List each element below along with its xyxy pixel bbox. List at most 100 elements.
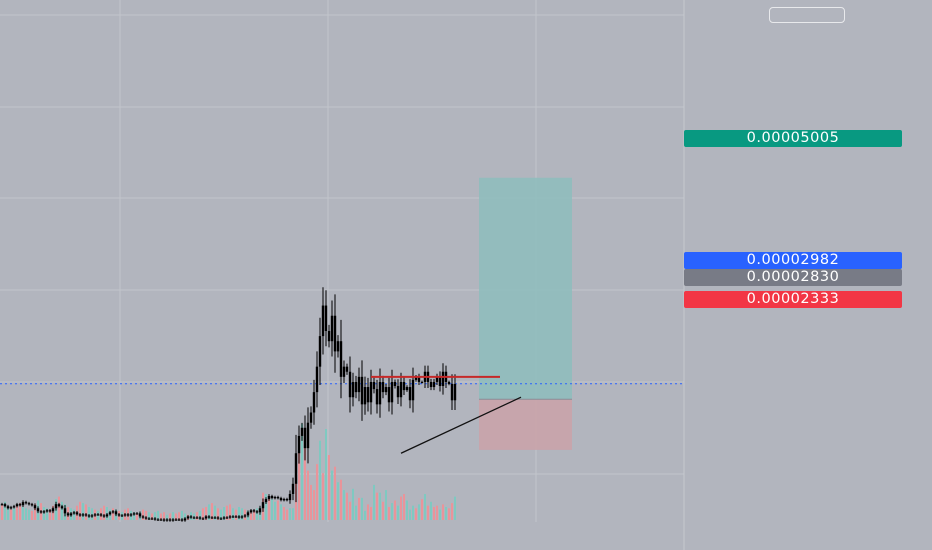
- candle-body: [258, 508, 262, 513]
- candle-body: [81, 514, 85, 516]
- entry-price-badge: 0.00002830: [684, 269, 902, 286]
- volume-bar: [385, 490, 387, 520]
- volume-bar: [313, 490, 315, 520]
- candle-body: [333, 315, 337, 352]
- volume-bar: [166, 514, 168, 520]
- volume-bar: [445, 507, 447, 520]
- volume-bar: [343, 490, 345, 520]
- candle-body: [345, 366, 349, 372]
- candle-body: [297, 435, 301, 454]
- candle-body: [39, 511, 43, 513]
- volume-bar: [289, 508, 291, 520]
- candle-body: [210, 517, 214, 519]
- volume-bar: [19, 503, 21, 520]
- volume-bar: [436, 505, 438, 520]
- candle-body: [240, 516, 244, 518]
- candle-body: [30, 504, 34, 506]
- volume-bar: [181, 510, 183, 520]
- volume-bar: [205, 507, 207, 520]
- volume-bar: [217, 508, 219, 520]
- volume-bar: [58, 496, 60, 520]
- volume-bar: [238, 507, 240, 520]
- candle-body: [12, 506, 16, 508]
- volume-bar: [367, 504, 369, 520]
- drawings[interactable]: [371, 375, 522, 454]
- candle-body: [363, 387, 367, 405]
- volume-bar: [427, 505, 429, 520]
- candle-body: [327, 331, 331, 342]
- position-zones[interactable]: [479, 177, 572, 450]
- volume-bar: [154, 512, 156, 520]
- volume-bar: [322, 473, 324, 520]
- candle-body: [303, 427, 307, 449]
- volume-bar: [430, 501, 432, 520]
- candle-body: [156, 519, 160, 521]
- candle-body: [219, 518, 223, 520]
- volume-bar: [148, 512, 150, 520]
- candle-body: [201, 518, 205, 520]
- candle-body: [114, 511, 118, 515]
- candle-body: [387, 387, 391, 403]
- volume-bar: [400, 496, 402, 520]
- candle-body: [15, 504, 19, 507]
- volume-bar: [307, 470, 309, 520]
- volume-bar: [349, 501, 351, 520]
- volume-bar: [79, 501, 81, 520]
- volume-bar: [7, 507, 9, 520]
- candle-body: [360, 376, 364, 405]
- volume-bar: [178, 512, 180, 520]
- volume-bar: [442, 504, 444, 520]
- volume-bar: [28, 509, 30, 520]
- candle-body: [147, 518, 151, 520]
- candle-body: [129, 514, 133, 516]
- candle-body: [84, 514, 88, 516]
- candle-body: [111, 511, 115, 513]
- volume-bar: [379, 492, 381, 520]
- candle-body: [342, 366, 346, 377]
- volume-bar: [418, 504, 420, 520]
- volume-bar: [22, 507, 24, 520]
- candle-body: [390, 381, 394, 403]
- candle-body: [264, 499, 268, 503]
- candle-body: [27, 503, 31, 505]
- candle-body: [348, 371, 352, 398]
- volume-bar: [169, 513, 171, 520]
- candle-body: [276, 497, 280, 499]
- candle-body: [180, 519, 184, 521]
- volume-bar: [73, 509, 75, 520]
- candle-body: [300, 427, 304, 436]
- candle-body: [69, 513, 73, 516]
- candle-body: [375, 389, 379, 405]
- volume-bar: [220, 509, 222, 520]
- target-price-badge: 0.00005005: [684, 130, 902, 147]
- volume-bar: [286, 509, 288, 520]
- candle-body: [324, 305, 328, 332]
- candle-body: [72, 512, 76, 514]
- volume-bar: [223, 507, 225, 520]
- candle-body: [279, 498, 283, 501]
- volume-bar: [34, 504, 36, 520]
- candle-body: [132, 513, 136, 515]
- candle-body: [399, 381, 403, 398]
- candle-body: [441, 371, 445, 387]
- candle-body: [102, 515, 106, 517]
- volume-bar: [250, 512, 252, 520]
- volume-bar: [298, 439, 300, 520]
- volume-bar: [304, 445, 306, 520]
- volume-bar: [49, 509, 51, 520]
- candle-body: [243, 515, 247, 517]
- volume-bar: [364, 510, 366, 520]
- candle-body: [384, 387, 388, 393]
- volume-bar: [319, 440, 321, 520]
- candle-body: [405, 387, 409, 391]
- volume-bar: [208, 504, 210, 520]
- candle-body: [312, 392, 316, 413]
- volume-bar: [103, 505, 105, 520]
- chart-control-button[interactable]: [769, 7, 845, 23]
- candle-body: [3, 504, 7, 507]
- candle-body: [36, 508, 40, 512]
- volume-bar: [226, 505, 228, 520]
- volume-bar: [331, 470, 333, 520]
